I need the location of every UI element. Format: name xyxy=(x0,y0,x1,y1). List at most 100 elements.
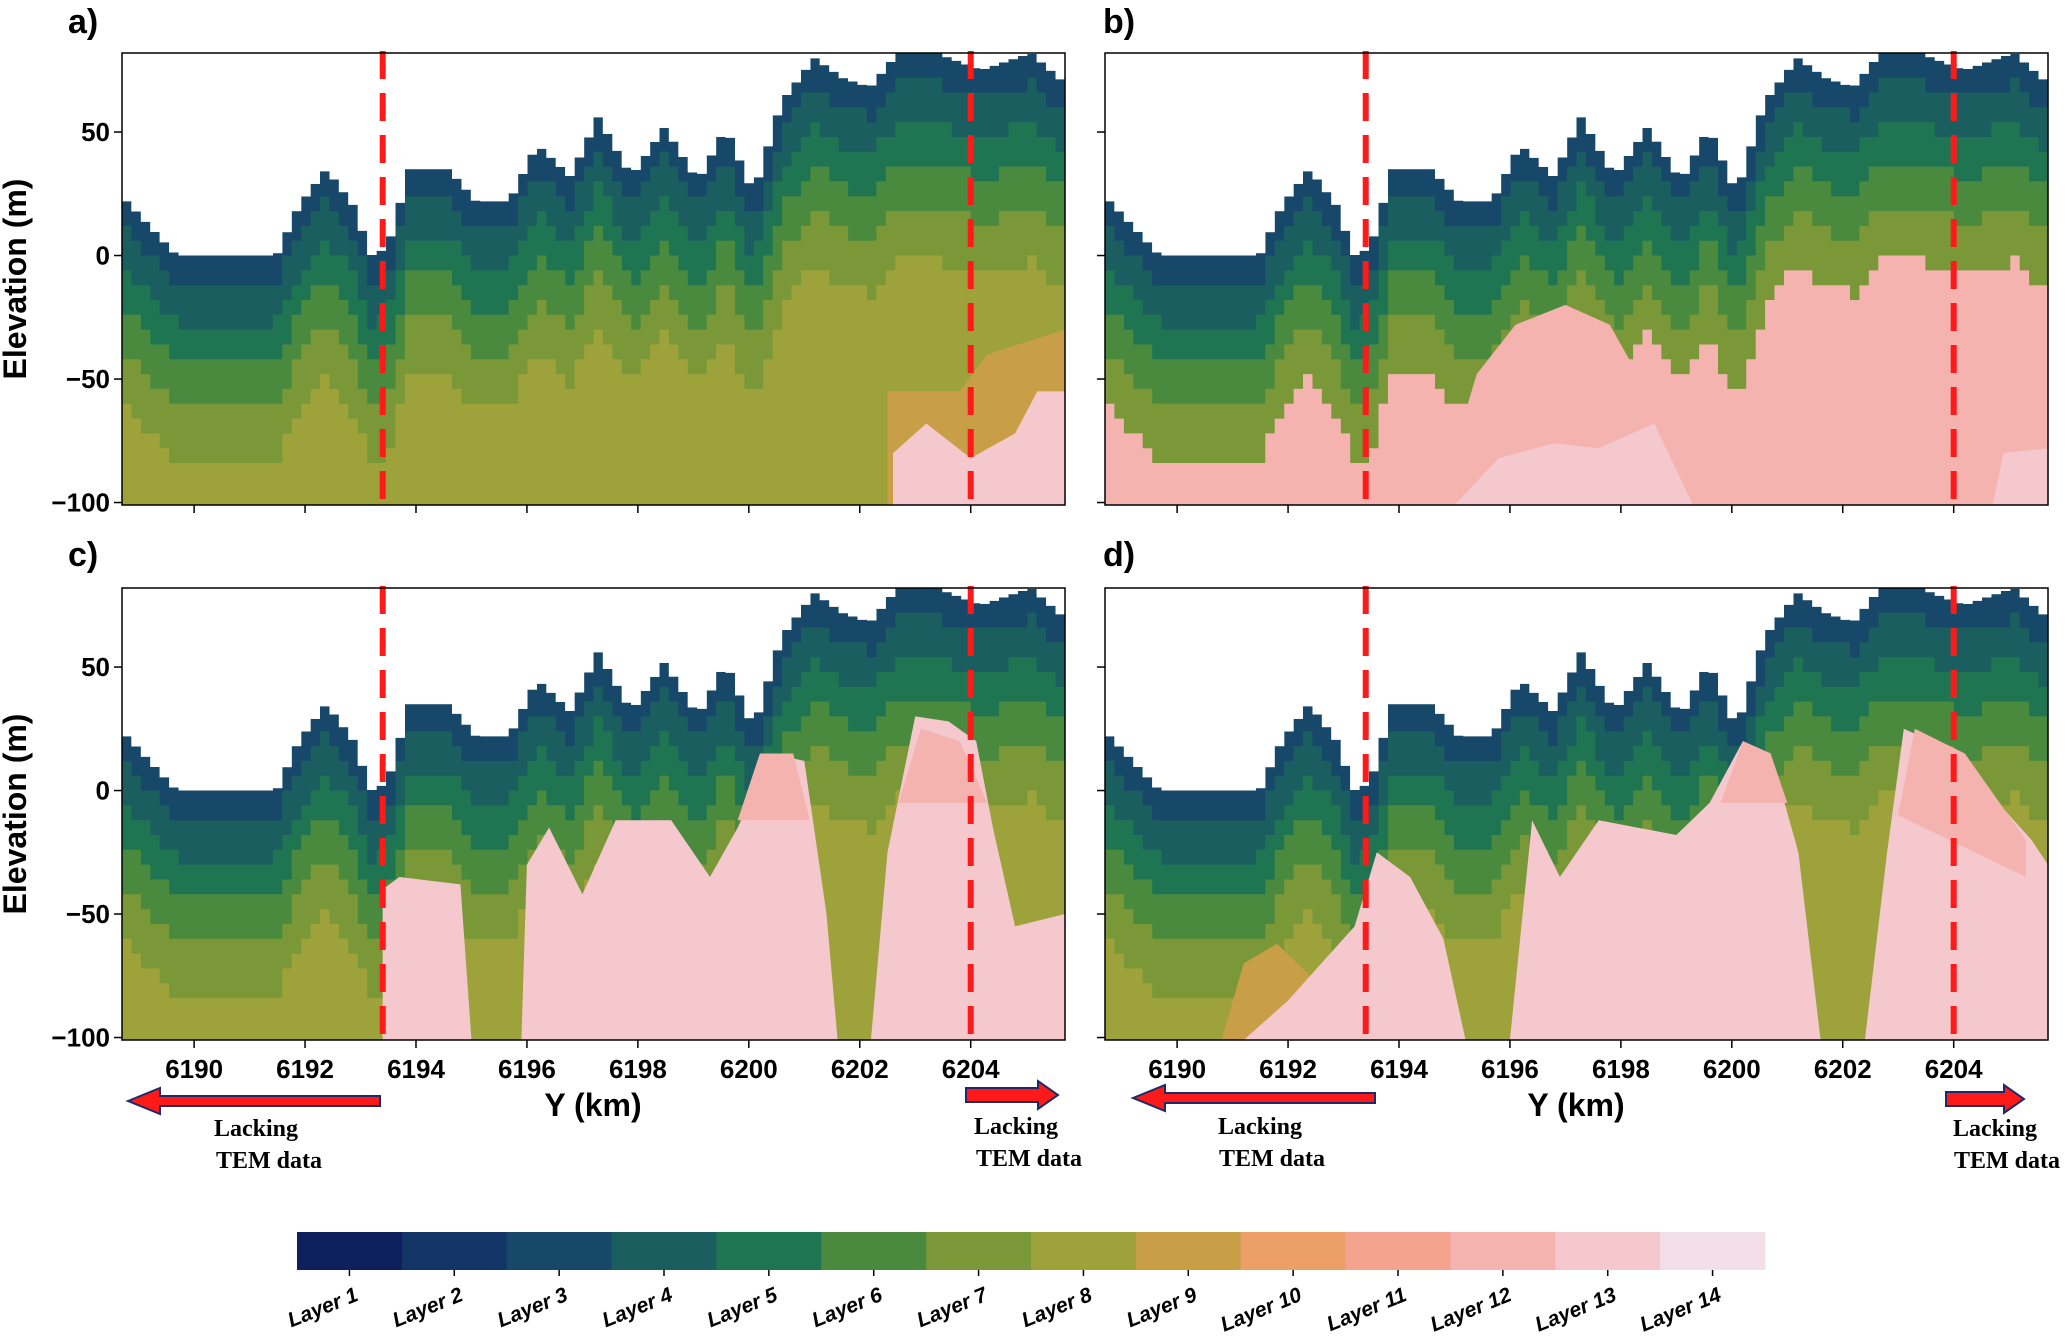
sky xyxy=(1105,588,2048,791)
layer-body xyxy=(1898,728,2026,877)
x-tick-label: 6196 xyxy=(498,1054,556,1084)
y-tick-label: −100 xyxy=(51,1023,110,1053)
layer-body xyxy=(521,753,838,1040)
colorbar-label: Layer 12 xyxy=(1427,1283,1515,1336)
colorbar-swatch xyxy=(716,1232,822,1270)
colorbar-swatch xyxy=(1450,1232,1556,1270)
x-ticks xyxy=(1176,505,1955,513)
layer-body xyxy=(1720,741,1788,803)
x-tick-label: 6204 xyxy=(1925,1054,1983,1084)
panel-label: c) xyxy=(68,536,98,574)
x-axis-title: Y (km) xyxy=(544,1087,641,1123)
colorbar-swatch xyxy=(821,1232,927,1270)
colorbar-label: Layer 7 xyxy=(914,1283,992,1332)
annotation-left-d: Lacking TEM data xyxy=(1130,1083,1376,1172)
colorbar-swatch xyxy=(297,1232,403,1270)
colorbar-label: Layer 3 xyxy=(494,1283,571,1332)
sky xyxy=(1105,53,2048,256)
colorbar-label: Layer 13 xyxy=(1532,1283,1620,1336)
layer-body xyxy=(898,728,988,803)
x-ticks: 6190 6192 6194 6196 6198 6200 6202 6204 xyxy=(165,1040,1000,1084)
y-tick-label: 0 xyxy=(96,241,110,271)
left-arrow-icon xyxy=(1130,1083,1376,1113)
section-fills xyxy=(1105,588,2048,1040)
y-tick-label: 0 xyxy=(96,776,110,806)
colorbar-label: Layer 4 xyxy=(599,1283,676,1332)
colorbar-label: Layer 14 xyxy=(1637,1283,1725,1336)
layer-body xyxy=(1992,448,2048,505)
plot-frame xyxy=(121,587,1066,1041)
colorbar-label: Layer 10 xyxy=(1217,1283,1305,1336)
colorbar-swatch xyxy=(1135,1232,1242,1270)
panel-label: d) xyxy=(1103,536,1135,574)
colorbar-swatch xyxy=(1555,1232,1661,1270)
annotation-line-2: TEM data xyxy=(1219,1146,1325,1172)
x-tick-label: 6196 xyxy=(1481,1054,1539,1084)
layer-band xyxy=(122,255,1065,505)
colorbar-swatch xyxy=(506,1232,613,1270)
annotation-line-2: TEM data xyxy=(976,1146,1082,1172)
layer-body xyxy=(1243,852,1466,1040)
panel-label: a) xyxy=(68,3,98,41)
colorbar-label: Layer 9 xyxy=(1123,1283,1200,1332)
colorbar-label: Layer 1 xyxy=(284,1283,361,1332)
y-tick-label: 50 xyxy=(81,117,110,147)
panel-d: d) 6190 6192 6194 6196 6198 6200 6202 6204 Y (k… xyxy=(1097,536,2049,1123)
colorbar-swatch xyxy=(401,1232,508,1270)
annotation-right-d: Lacking TEM data xyxy=(1945,1083,2060,1174)
colorbar-label: Layer 6 xyxy=(809,1283,886,1332)
right-arrow-icon xyxy=(1945,1083,2026,1115)
colorbar-label: Layer 2 xyxy=(389,1283,466,1332)
x-tick-label: 6190 xyxy=(1148,1054,1206,1084)
layer-body xyxy=(893,391,1065,505)
colorbar-label: Layer 8 xyxy=(1018,1283,1095,1332)
x-tick-label: 6190 xyxy=(165,1054,223,1084)
y-tick-label: −50 xyxy=(66,364,110,394)
panel-label: b) xyxy=(1103,3,1135,41)
colorbar-swatch xyxy=(1660,1232,1766,1270)
annotation-line-2: TEM data xyxy=(1954,1148,2060,1174)
x-tick-label: 6192 xyxy=(1259,1054,1317,1084)
y-axis-title: Elevation (m) xyxy=(0,714,33,915)
annotation-left-c: Lacking TEM data xyxy=(125,1086,381,1174)
dashed-lines xyxy=(379,586,974,1044)
plot-frame xyxy=(1104,587,2049,1041)
dashed-lines xyxy=(1362,51,1957,509)
x-tick-label: 6198 xyxy=(1592,1054,1650,1084)
x-tick-label: 6194 xyxy=(387,1054,445,1084)
layer-body xyxy=(737,753,810,821)
colorbar-swatch xyxy=(1345,1232,1451,1270)
panel-a: a) 50 0 −50 −100 Elevation (m) xyxy=(0,3,1066,518)
layer-body xyxy=(1509,741,1821,1040)
colorbar-label: Layer 11 xyxy=(1324,1283,1410,1336)
y-ticks xyxy=(1097,131,1105,504)
sky xyxy=(122,53,1065,256)
annotation-line-1: Lacking xyxy=(214,1116,298,1142)
section-fills xyxy=(122,53,1065,505)
panel-b: b) xyxy=(1097,3,2049,513)
x-tick-label: 6192 xyxy=(276,1054,334,1084)
y-ticks: 50 0 −50 −100 xyxy=(51,117,122,518)
sky xyxy=(122,588,1065,791)
x-tick-label: 6204 xyxy=(942,1054,1000,1084)
x-ticks xyxy=(193,505,972,513)
x-tick-label: 6202 xyxy=(1814,1054,1872,1084)
y-tick-label: −100 xyxy=(51,488,110,518)
section-fills xyxy=(1105,53,2048,505)
colorbar-label: Layer 5 xyxy=(704,1283,781,1332)
annotation-line-2: TEM data xyxy=(216,1148,322,1174)
annotation-line-1: Lacking xyxy=(1218,1114,1302,1140)
y-axis-title: Elevation (m) xyxy=(0,179,33,380)
dashed-lines xyxy=(379,51,974,509)
plot-frame xyxy=(121,52,1066,506)
layer-body xyxy=(1454,423,1693,505)
x-tick-label: 6200 xyxy=(720,1054,778,1084)
y-ticks xyxy=(1097,666,1105,1039)
colorbar-swatch xyxy=(1031,1232,1137,1270)
annotation-line-1: Lacking xyxy=(1953,1116,2037,1142)
right-arrow-icon xyxy=(965,1079,1060,1111)
layer-body xyxy=(382,877,472,1040)
x-tick-label: 6200 xyxy=(1703,1054,1761,1084)
colorbar-swatch xyxy=(611,1232,717,1270)
